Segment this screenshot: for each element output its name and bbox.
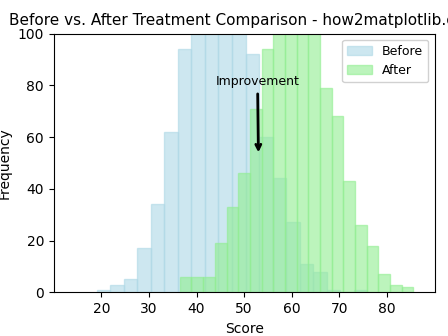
Bar (366, 246, 378, 292)
Bar (178, 49, 191, 292)
Bar (327, 290, 340, 292)
Bar (97, 290, 111, 292)
Bar (138, 248, 151, 292)
Bar (191, 0, 205, 292)
Bar (297, 0, 308, 292)
Bar (250, 109, 262, 292)
X-axis label: Score: Score (225, 322, 263, 336)
Bar (205, 0, 219, 292)
Bar (259, 137, 272, 292)
Bar (355, 225, 366, 292)
Bar (219, 0, 232, 292)
Bar (191, 277, 203, 292)
Bar (262, 49, 273, 292)
Bar (111, 285, 124, 292)
Bar (300, 264, 313, 292)
Title: Before vs. After Treatment Comparison - how2matplotlib.com: Before vs. After Treatment Comparison - … (9, 13, 448, 28)
Bar (246, 54, 259, 292)
Text: Improvement: Improvement (215, 75, 299, 149)
Bar (273, 0, 285, 292)
Bar (353, 290, 367, 292)
Bar (203, 277, 215, 292)
Bar (402, 287, 414, 292)
Bar (313, 271, 327, 292)
Y-axis label: Frequency: Frequency (0, 127, 12, 199)
Bar (390, 285, 402, 292)
Bar (215, 243, 227, 292)
Legend: Before, After: Before, After (342, 40, 428, 82)
Bar (272, 178, 286, 292)
Bar (285, 0, 297, 292)
Bar (320, 88, 332, 292)
Bar (343, 181, 355, 292)
Bar (232, 0, 246, 292)
Bar (180, 277, 191, 292)
Bar (286, 222, 300, 292)
Bar (238, 173, 250, 292)
Bar (332, 116, 343, 292)
Bar (378, 274, 390, 292)
Bar (124, 280, 138, 292)
Bar (308, 10, 320, 292)
Bar (227, 207, 238, 292)
Bar (164, 132, 178, 292)
Bar (151, 204, 164, 292)
